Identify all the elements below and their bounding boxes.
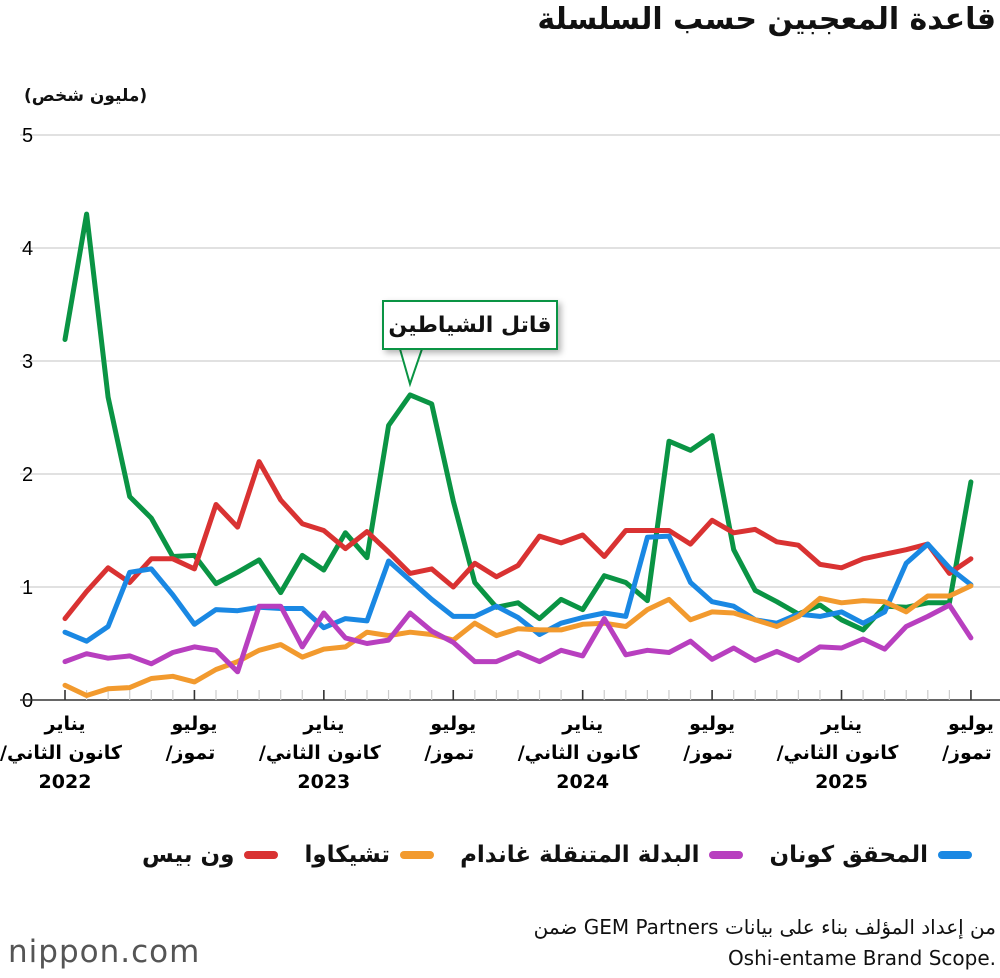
y-tick-label: 0 — [22, 690, 33, 712]
source-line-1: من إعداد المؤلف بناء على بيانات GEM Part… — [533, 915, 996, 939]
source-note: من إعداد المؤلف بناء على بيانات GEM Part… — [534, 912, 996, 974]
x-tick-label: 2022 — [39, 771, 92, 793]
y-tick-label: 5 — [22, 125, 33, 147]
callout-demon-slayer: قاتل الشياطين — [382, 300, 558, 350]
chart-title: قاعدة المعجبين حسب السلسلة — [537, 2, 996, 37]
x-tick-label: كانون الثاني/ — [0, 742, 123, 764]
y-axis-labels: 0 1 2 3 4 5 — [22, 125, 33, 712]
x-tick-label: تموز/ — [166, 742, 216, 764]
x-tick-label: تموز/ — [942, 742, 992, 764]
x-tick-label: يوليو — [947, 713, 994, 735]
y-tick-label: 4 — [22, 238, 33, 260]
legend-item-gundam: البدلة المتنقلة غاندام — [460, 842, 744, 868]
series-line-2 — [62, 533, 974, 644]
legend-swatch — [400, 851, 435, 859]
series-line-4 — [62, 602, 974, 675]
x-tick-label: تموز/ — [424, 742, 474, 764]
x-tick-label: كانون الثاني/ — [518, 742, 641, 764]
y-tick-label: 3 — [22, 351, 33, 373]
series-line-0 — [62, 211, 974, 633]
legend-label: تشيكاوا — [304, 842, 391, 868]
gridlines — [20, 134, 1000, 588]
x-tick-label: 2024 — [556, 771, 609, 793]
legend-label: البدلة المتنقلة غاندام — [460, 842, 700, 868]
legend-item-conan: المحقق كونان — [769, 842, 972, 868]
series-line-3 — [62, 583, 974, 698]
x-tick-label: يناير — [561, 713, 603, 735]
x-tick-label: يوليو — [170, 713, 217, 735]
x-tick-label: يناير — [44, 713, 86, 735]
y-tick-label: 1 — [22, 577, 33, 599]
x-axis-labels: يناير كانون الثاني/2022 يوليو تموز/يناير كان… — [0, 713, 994, 793]
x-tick-label: يوليو — [688, 713, 735, 735]
x-tick-label: يناير — [302, 713, 344, 735]
legend-item-one-piece: ون بيس — [141, 842, 279, 868]
y-axis-unit-label: (مليون شخص) — [24, 86, 148, 106]
series-line-1 — [62, 459, 974, 622]
series-lines — [62, 211, 974, 698]
x-tick-label: 2023 — [297, 771, 350, 793]
legend-swatch — [709, 851, 744, 859]
x-tick-label: تموز/ — [683, 742, 733, 764]
x-tick-label: كانون الثاني/ — [259, 742, 382, 764]
y-tick-label: 2 — [22, 464, 33, 486]
legend-label: المحقق كونان — [769, 842, 928, 868]
callout-pointer — [398, 348, 424, 388]
source-line-2: .Oshi-entame Brand Scope — [727, 946, 996, 970]
legend-label: ون بيس — [141, 842, 235, 868]
legend: ون بيس تشيكاوا البدلة المتنقلة غاندام ال… — [142, 842, 972, 868]
x-axis — [20, 690, 1000, 701]
nippon-logo: nippon.com — [8, 934, 201, 970]
legend-item-chiikawa: تشيكاوا — [304, 842, 435, 868]
x-tick-label: كانون الثاني/ — [777, 742, 900, 764]
x-tick-label: يوليو — [429, 713, 476, 735]
x-tick-label: يناير — [820, 713, 862, 735]
legend-swatch — [938, 851, 972, 859]
legend-swatch — [244, 851, 279, 859]
x-tick-label: 2025 — [815, 771, 868, 793]
